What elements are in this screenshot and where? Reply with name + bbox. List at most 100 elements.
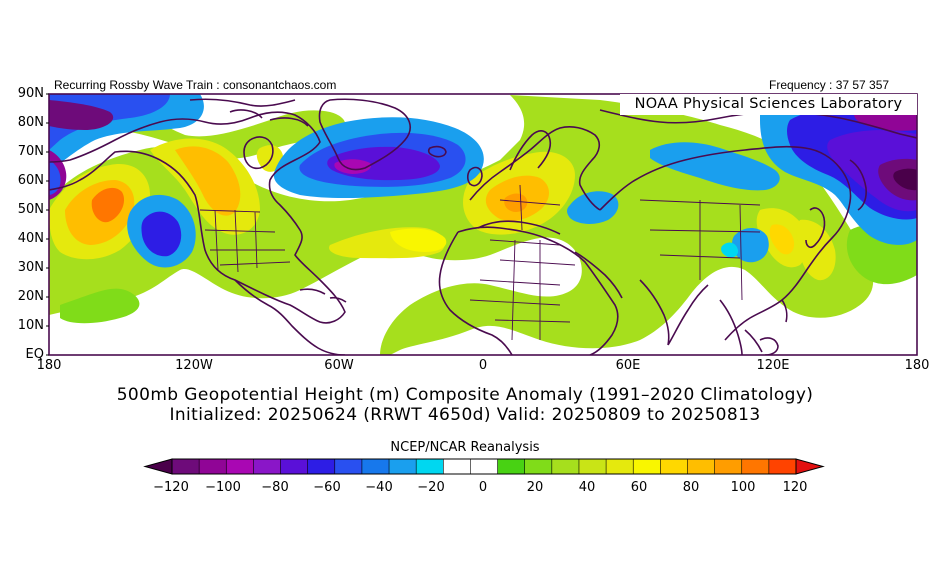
mediterranean	[477, 220, 561, 235]
lon-label-60w: 60W	[324, 358, 354, 373]
map-title-line1: 500mb Geopotential Height (m) Composite …	[116, 385, 814, 405]
colorbar-cell	[280, 459, 308, 474]
lat-label-90n: 90N	[17, 86, 44, 101]
colorbar-cell	[253, 459, 281, 474]
colorbar-cell	[497, 459, 525, 474]
japan	[805, 207, 826, 248]
lat-label-10n: 10N	[17, 318, 44, 333]
anomaly-region	[60, 288, 140, 324]
colorbar-cell	[741, 459, 770, 474]
north-america-coast	[49, 111, 346, 324]
colorbar-cell	[714, 459, 743, 474]
colorbar-label: −120	[153, 480, 189, 495]
colorbar-label: −20	[417, 480, 445, 495]
anomaly-region	[175, 146, 241, 216]
colorbar-cell	[578, 459, 607, 474]
colorbar-cell	[334, 459, 363, 474]
anomaly-region	[49, 160, 61, 195]
colorbar-cell	[551, 459, 580, 474]
lon-label-180w: 180	[36, 358, 62, 373]
anomaly-region	[796, 219, 836, 281]
philippines	[781, 299, 788, 323]
scandinavia	[509, 130, 552, 171]
colorbar-ticks	[171, 459, 797, 474]
colorbar-left-arrow	[143, 458, 173, 475]
british-isles	[466, 166, 483, 187]
colorbar-cell	[199, 459, 227, 474]
lon-label-120e: 120E	[756, 358, 790, 373]
colorbar-cell	[361, 459, 390, 474]
lat-label-80n: 80N	[17, 115, 44, 130]
anomaly-region	[256, 145, 284, 172]
colorbar-label: 40	[578, 480, 596, 495]
colorbar-cell	[389, 459, 417, 474]
country-borders	[199, 184, 761, 341]
header-frequency-text: Frequency : 37 57 357	[769, 78, 890, 92]
canadian-arctic	[189, 98, 309, 127]
lat-ticks	[46, 93, 49, 356]
europe-coast	[469, 126, 601, 211]
anomaly-region	[650, 142, 780, 191]
greenland	[318, 98, 411, 171]
lon-label-60e: 60E	[615, 358, 641, 373]
colorbar-cell	[307, 459, 336, 474]
anomaly-region	[567, 191, 619, 224]
colorbar-cell	[660, 459, 688, 474]
colorbar-label: 20	[526, 480, 544, 495]
hudson-bay	[243, 136, 274, 170]
lat-label-eq: EQ	[25, 347, 44, 362]
map-title-line2: Initialized: 20250624 (RRWT 4650d) Valid…	[169, 405, 761, 425]
colorbar-cell	[524, 459, 553, 474]
map-frame	[48, 93, 918, 356]
colorbar-label: 120	[782, 480, 808, 495]
kamchatka	[849, 159, 867, 211]
header-left-text: Recurring Rossby Wave Train : consonantc…	[54, 78, 337, 92]
anomaly-region	[141, 211, 182, 257]
coastlines	[49, 98, 917, 355]
colorbar-cell	[226, 459, 254, 474]
colorbar-cell	[470, 459, 498, 474]
lat-label-20n: 20N	[17, 289, 44, 304]
anomaly-region	[504, 193, 528, 212]
lon-label-0: 0	[478, 358, 488, 373]
anomaly-region	[390, 228, 447, 252]
lat-label-50n: 50N	[17, 202, 44, 217]
anomaly-region	[721, 242, 739, 258]
colorbar-cell	[633, 459, 661, 474]
data-source-label: NCEP/NCAR Reanalysis	[390, 440, 540, 455]
arabia	[574, 251, 623, 299]
lat-label-70n: 70N	[17, 144, 44, 159]
colorbar-label: −40	[365, 480, 393, 495]
colorbar-cell	[687, 459, 715, 474]
colorbar-label: 0	[478, 480, 488, 495]
anomaly-region	[893, 168, 917, 191]
colorbar-cells	[171, 458, 797, 475]
colorbar	[143, 458, 825, 475]
india	[639, 279, 709, 346]
anomaly-region	[769, 224, 795, 255]
lat-label-40n: 40N	[17, 231, 44, 246]
lab-label: NOAA Physical Sciences Laboratory	[620, 94, 917, 115]
asia-coast	[599, 145, 852, 341]
lon-label-120w: 120W	[175, 358, 213, 373]
colorbar-cell	[606, 459, 634, 474]
colorbar-label: −60	[313, 480, 341, 495]
iceland	[427, 145, 447, 158]
colorbar-label: 80	[682, 480, 700, 495]
anomaly-region	[334, 159, 372, 174]
colorbar-right-arrow	[795, 458, 825, 475]
southeast-asia	[719, 299, 763, 355]
colorbar-cell	[443, 459, 471, 474]
colorbar-cell	[768, 459, 797, 474]
colorbar-label: −100	[205, 480, 241, 495]
africa-coast	[438, 226, 619, 355]
colorbar-label: −80	[261, 480, 289, 495]
anomaly-region	[49, 100, 114, 130]
colorbar-label: 100	[730, 480, 756, 495]
colorbar-cell	[172, 459, 200, 474]
caribbean	[299, 288, 347, 303]
colorbar-label: 60	[630, 480, 648, 495]
lon-label-180e: 180	[904, 358, 930, 373]
anomaly-region	[91, 187, 125, 223]
